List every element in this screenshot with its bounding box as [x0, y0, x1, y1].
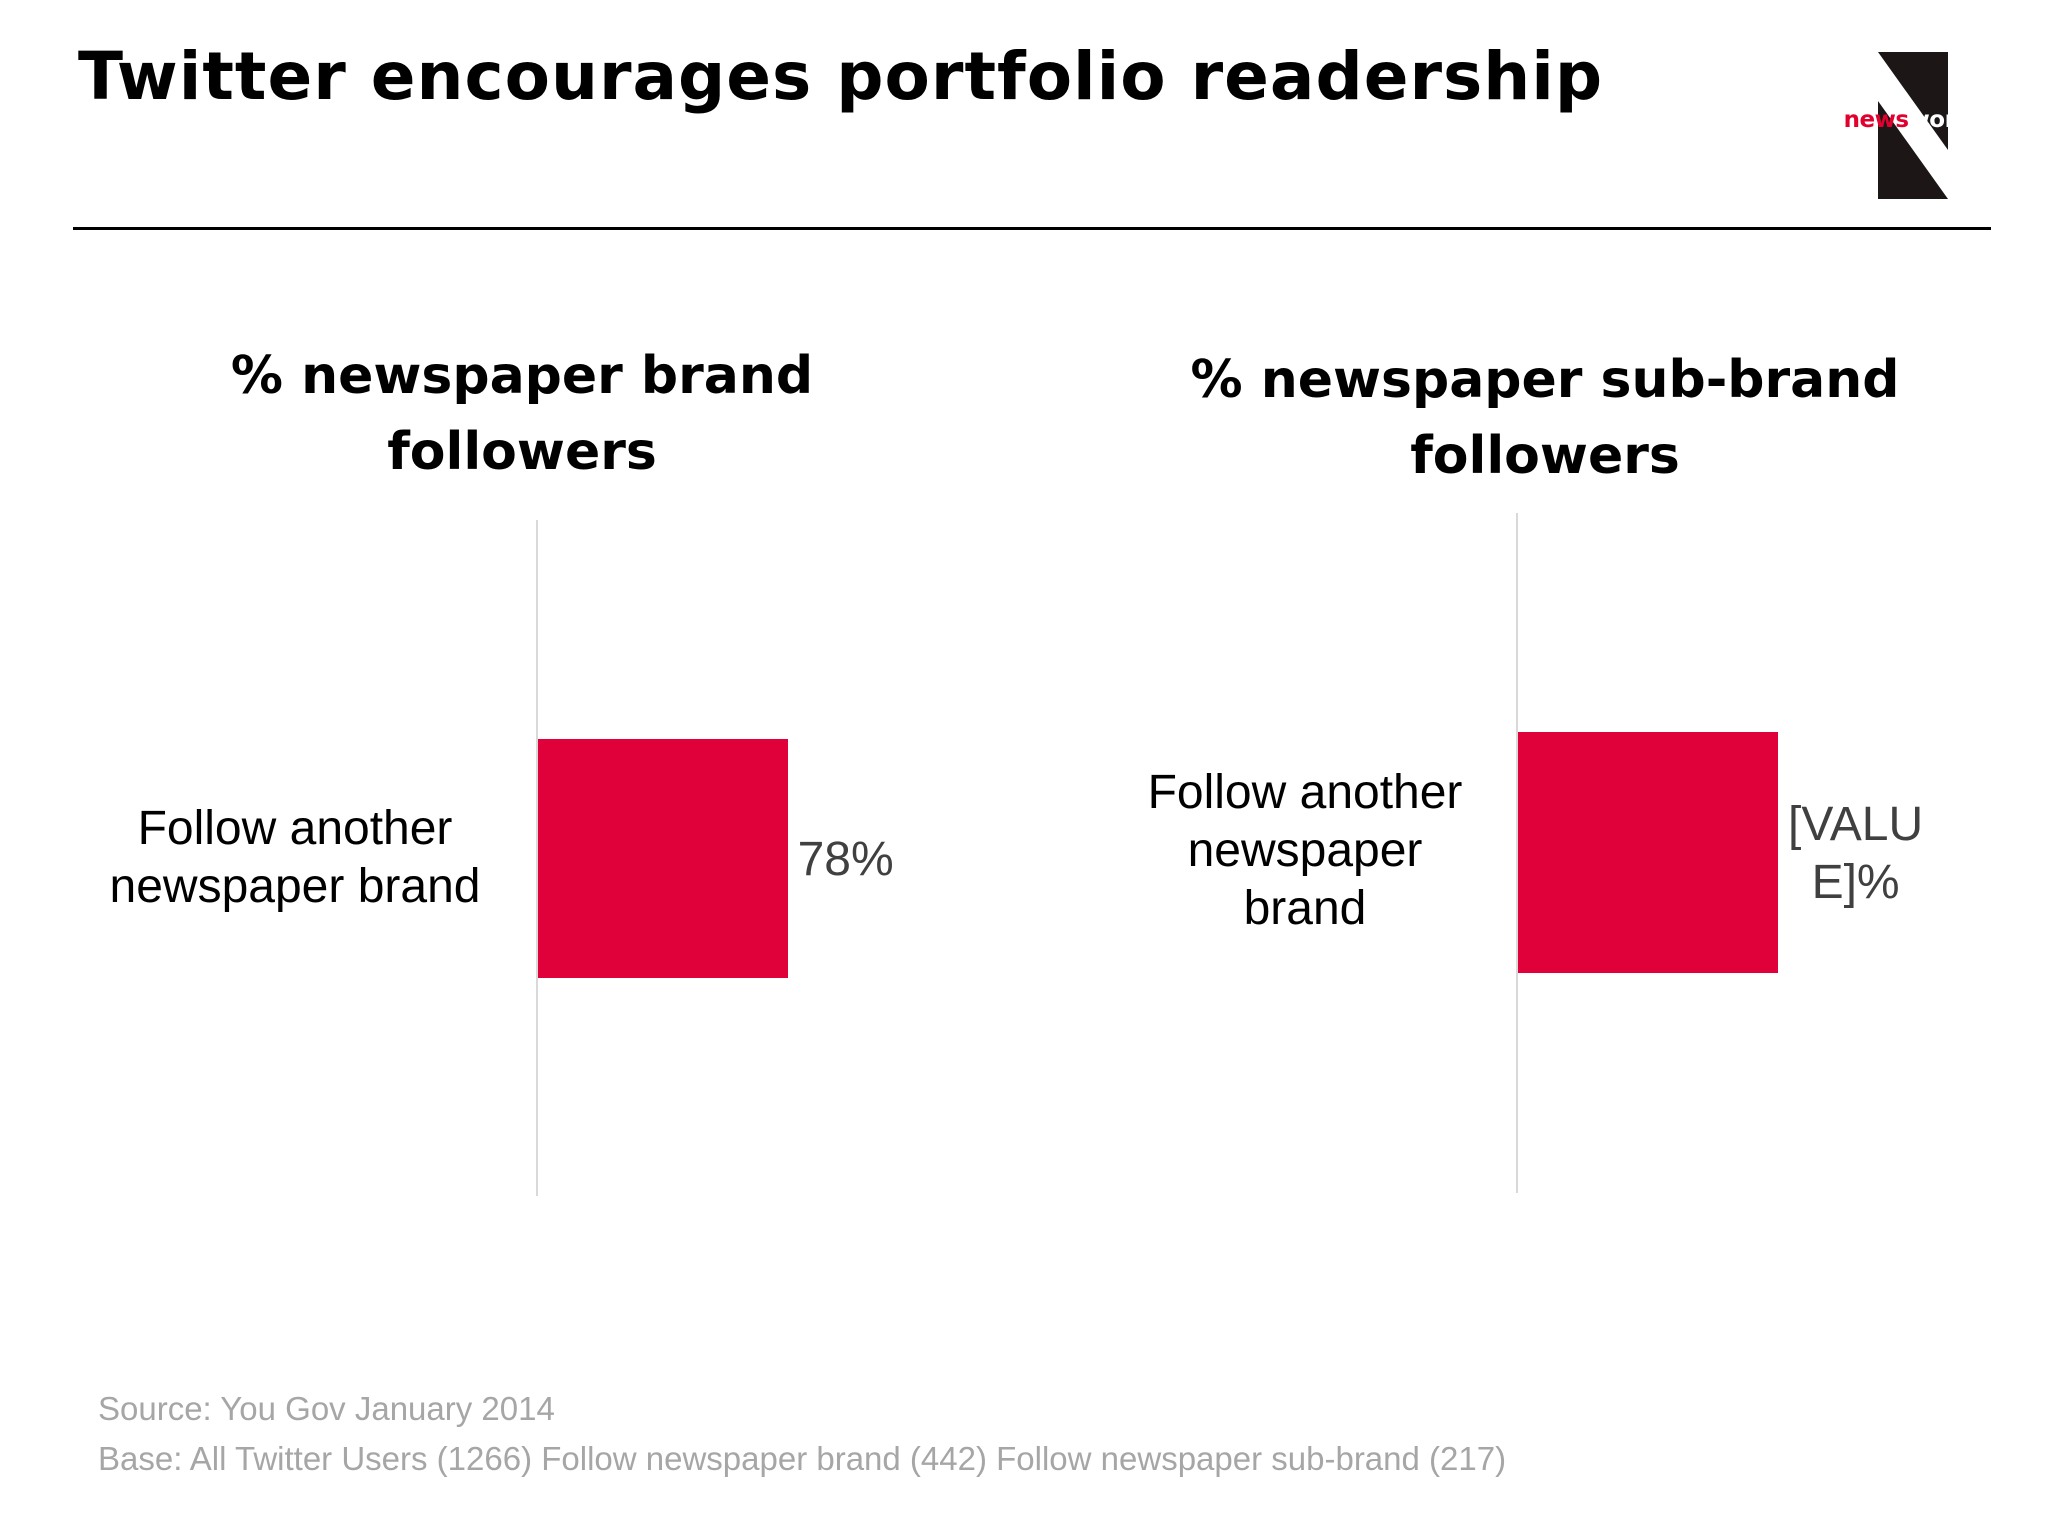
chart-title-line: % newspaper brand	[230, 346, 814, 406]
n-letter-icon	[1836, 52, 1991, 199]
bar	[538, 739, 788, 978]
bar	[1518, 732, 1778, 973]
category-label: Follow another newspaper brand	[70, 800, 520, 916]
value-label: [VALU E]%	[1788, 796, 1923, 912]
category-label-line: newspaper brand	[109, 860, 481, 913]
category-label: Follow another newspaper brand	[1110, 764, 1500, 938]
chart-title-line: followers	[387, 422, 657, 482]
category-label-line: newspaper	[1187, 824, 1423, 877]
chart-title-line: % newspaper sub-brand	[1190, 350, 1900, 410]
base-note: Base: All Twitter Users (1266) Follow ne…	[98, 1440, 1507, 1477]
chart-title-line: followers	[1410, 426, 1680, 486]
category-label-line: brand	[1243, 882, 1367, 935]
chart-title: % newspaper sub-brand followers	[1175, 342, 1915, 494]
category-axis	[536, 520, 538, 1196]
value-label-line: E]%	[1811, 856, 1900, 909]
header-divider	[73, 227, 1991, 230]
value-label-line: [VALU	[1788, 798, 1924, 851]
source-note: Source: You Gov January 2014	[98, 1390, 555, 1427]
value-label-line: 78%	[797, 833, 894, 886]
category-axis	[1516, 513, 1518, 1193]
logo-prefix: news	[1843, 107, 1909, 133]
logo-suffix: works	[1908, 107, 1984, 133]
value-label: 78%	[798, 831, 894, 889]
category-label-line: Follow another	[137, 802, 453, 855]
category-label-line: Follow another	[1147, 766, 1463, 819]
chart-title: % newspaper brand followers	[222, 338, 822, 490]
page-title: Twitter encourages portfolio readership	[78, 38, 1604, 115]
newsworks-logo: newsworks	[1836, 52, 1991, 199]
logo-wordmark: newsworks	[1840, 107, 1987, 133]
